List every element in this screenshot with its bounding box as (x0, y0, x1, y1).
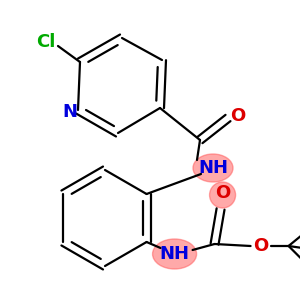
Text: O: O (215, 184, 230, 202)
Ellipse shape (210, 182, 236, 208)
Text: NH: NH (198, 159, 228, 177)
Text: O: O (253, 237, 268, 255)
Text: N: N (62, 103, 77, 121)
Text: NH: NH (160, 245, 190, 263)
Ellipse shape (193, 154, 233, 182)
Ellipse shape (153, 239, 196, 269)
Text: Cl: Cl (36, 33, 56, 51)
Text: O: O (230, 107, 246, 125)
